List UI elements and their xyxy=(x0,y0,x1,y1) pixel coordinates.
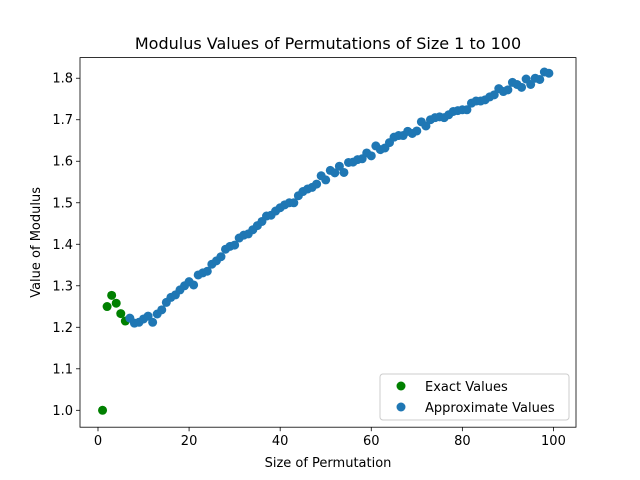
x-tick-label: 20 xyxy=(181,434,198,449)
x-tick-label: 40 xyxy=(272,434,289,449)
chart-title: Modulus Values of Permutations of Size 1… xyxy=(135,34,521,53)
point-approximate-values xyxy=(202,266,212,276)
point-approximate-values xyxy=(462,105,472,115)
point-approximate-values xyxy=(517,82,527,92)
y-tick-label: 1.7 xyxy=(52,113,73,128)
point-approximate-values xyxy=(230,240,240,250)
point-approximate-values xyxy=(526,79,536,89)
legend-label-approximate-values: Approximate Values xyxy=(425,401,555,416)
point-approximate-values xyxy=(148,317,158,327)
point-approximate-values xyxy=(339,167,349,177)
legend-marker-approximate-values xyxy=(396,402,406,412)
point-approximate-values xyxy=(421,121,431,131)
x-axis-label: Size of Permutation xyxy=(265,456,392,471)
y-tick-label: 1.2 xyxy=(52,321,73,336)
x-tick-label: 100 xyxy=(541,434,566,449)
y-axis-label: Value of Modulus xyxy=(29,187,44,298)
plot-area-frame xyxy=(79,57,577,428)
point-approximate-values xyxy=(157,305,167,315)
point-approximate-values xyxy=(330,168,340,178)
legend-label-exact-values: Exact Values xyxy=(425,380,508,395)
legend-box xyxy=(379,373,570,421)
y-tick-label: 1.5 xyxy=(52,196,73,211)
point-approximate-values xyxy=(544,68,554,78)
y-axis-ticks: 1.0 1.1 1.2 1.3 1.4 1.5 1.6 1.7 1.8 xyxy=(52,72,80,419)
y-tick-label: 1.8 xyxy=(52,72,73,87)
point-approximate-values xyxy=(503,85,513,95)
point-approximate-values xyxy=(289,198,299,208)
point-approximate-values xyxy=(189,280,199,290)
point-approximate-values xyxy=(366,151,376,161)
point-approximate-values xyxy=(143,311,153,321)
y-tick-label: 1.6 xyxy=(52,155,73,170)
y-tick-label: 1.3 xyxy=(52,279,73,294)
point-approximate-values xyxy=(535,74,545,84)
point-exact-values xyxy=(116,309,126,319)
x-tick-label: 0 xyxy=(94,434,102,449)
point-exact-values xyxy=(102,302,112,312)
point-approximate-values xyxy=(216,252,226,262)
data-points xyxy=(98,67,554,415)
y-tick-label: 1.4 xyxy=(52,238,73,253)
legend: Exact Values Approximate Values xyxy=(379,373,570,421)
x-tick-label: 80 xyxy=(454,434,471,449)
x-tick-label: 60 xyxy=(363,434,380,449)
point-exact-values xyxy=(98,405,108,415)
y-tick-label: 1.1 xyxy=(52,362,73,377)
point-exact-values xyxy=(107,290,117,300)
point-approximate-values xyxy=(321,175,331,185)
legend-marker-exact-values xyxy=(396,381,406,391)
point-approximate-values xyxy=(489,90,499,100)
point-approximate-values xyxy=(412,126,422,136)
y-tick-label: 1.0 xyxy=(52,404,73,419)
point-approximate-values xyxy=(334,161,344,171)
point-exact-values xyxy=(111,298,121,308)
x-axis-ticks: 0 20 40 60 80 100 xyxy=(94,427,566,449)
point-approximate-values xyxy=(312,179,322,189)
